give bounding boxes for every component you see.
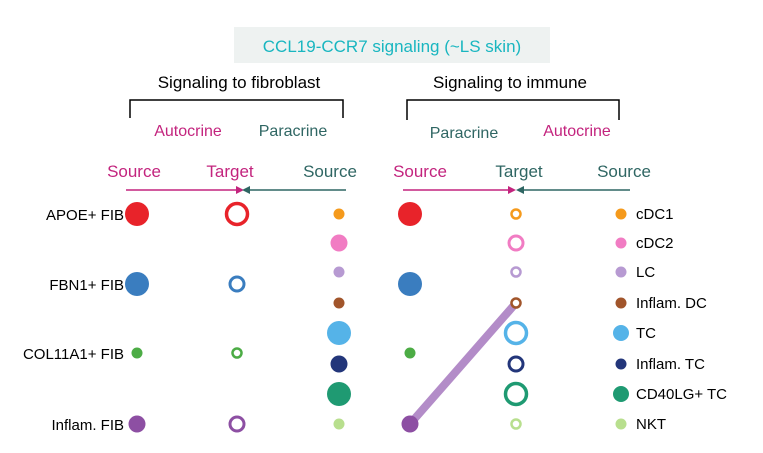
immune-label-inflam-dc: Inflam. DC — [636, 295, 707, 312]
right-bracket — [406, 99, 620, 120]
fib-label-apoe-fib: APOE+ FIB — [46, 207, 124, 224]
immune-source-node-nkt — [333, 418, 345, 430]
diagram-title: CCL19-CCR7 signaling (~LS skin) — [263, 37, 521, 56]
immune-panel-fib-source-fbn1-fib — [398, 272, 422, 296]
fib-target-node-inflam-fib — [228, 415, 246, 433]
immune-label-nkt: NKT — [636, 416, 666, 433]
right-paracrine-label: Paracrine — [430, 125, 499, 142]
immune-legend-dot-inflam-dc — [615, 297, 627, 309]
edge-inflam-fib-to-inflam-dc — [406, 299, 520, 428]
left-autocrine-label: Autocrine — [154, 123, 222, 140]
immune-label-cdc2: cDC2 — [636, 235, 674, 252]
immune-legend-dot-nkt — [615, 418, 627, 430]
immune-label-cdc1: cDC1 — [636, 206, 674, 223]
right-autocrine-label: Autocrine — [543, 123, 611, 140]
immune-source-node-cdc1 — [333, 208, 345, 220]
immune-target-node-cdc2 — [507, 234, 525, 252]
fib-target-node-col11a1-fib — [231, 347, 243, 359]
immune-legend-dot-cdc2 — [615, 237, 627, 249]
immune-target-node-inflam-tc — [507, 355, 525, 373]
immune-source-node-inflam-tc — [330, 355, 348, 373]
fib-label-col11a1-fib: COL11A1+ FIB — [23, 346, 124, 363]
nodes-layer: APOE+ FIB FBN1+ FIB COL11A1+ FIB Inflam. FI… — [23, 201, 727, 434]
immune-target-node-cdc1 — [510, 208, 522, 220]
fib-label-inflam-fib: Inflam. FIB — [51, 417, 124, 434]
immune-source-node-inflam-dc — [333, 297, 345, 309]
immune-legend-dot-lc — [615, 266, 627, 278]
immune-target-node-tc — [503, 320, 529, 346]
fib-source-node-fbn1-fib — [125, 272, 149, 296]
left-source-label: Source — [107, 162, 161, 181]
immune-source-node-tc — [327, 321, 351, 345]
right-target-label: Target — [495, 162, 543, 181]
left-bracket — [129, 99, 344, 118]
right-panel-header: Signaling to immune — [433, 73, 587, 92]
left-source-right-label: Source — [303, 162, 357, 181]
immune-legend-dot-tc — [613, 325, 629, 341]
title-box — [234, 27, 550, 63]
immune-panel-fib-source-apoe-fib — [398, 202, 422, 226]
immune-target-node-inflam-dc — [510, 297, 522, 309]
left-paracrine-arrowhead — [242, 186, 250, 194]
right-source-label: Source — [393, 162, 447, 181]
fib-source-node-apoe-fib — [125, 202, 149, 226]
fib-target-node-apoe-fib — [224, 201, 250, 227]
immune-panel-fib-source-col11a1-fib — [404, 347, 416, 359]
immune-source-node-lc — [333, 266, 345, 278]
immune-source-node-cd40lg-tc — [327, 382, 351, 406]
fib-source-node-inflam-fib — [128, 415, 146, 433]
immune-legend-dot-inflam-tc — [615, 358, 627, 370]
right-paracrine-arrowhead — [508, 186, 516, 194]
left-panel-header: Signaling to fibroblast — [158, 73, 321, 92]
immune-label-lc: LC — [636, 264, 655, 281]
left-paracrine-label: Paracrine — [259, 123, 328, 140]
immune-label-tc: TC — [636, 325, 656, 342]
left-target-label: Target — [206, 162, 254, 181]
immune-legend-dot-cdc1 — [615, 208, 627, 220]
immune-legend-dot-cd40lg-tc — [613, 386, 629, 402]
immune-target-node-nkt — [510, 418, 522, 430]
right-source-right-label: Source — [597, 162, 651, 181]
immune-source-node-cdc2 — [330, 234, 348, 252]
fib-label-fbn1-fib: FBN1+ FIB — [49, 277, 124, 294]
edges-layer — [406, 299, 520, 428]
left-autocrine-arrowhead — [236, 186, 244, 194]
immune-target-node-cd40lg-tc — [503, 381, 529, 407]
immune-label-inflam-tc: Inflam. TC — [636, 356, 705, 373]
immune-label-cd40lg-tc: CD40LG+ TC — [636, 386, 727, 403]
immune-panel-fib-source-inflam-fib — [401, 415, 419, 433]
fib-target-node-fbn1-fib — [228, 275, 246, 293]
right-autocrine-arrowhead — [516, 186, 524, 194]
fib-source-node-col11a1-fib — [131, 347, 143, 359]
immune-target-node-lc — [510, 266, 522, 278]
